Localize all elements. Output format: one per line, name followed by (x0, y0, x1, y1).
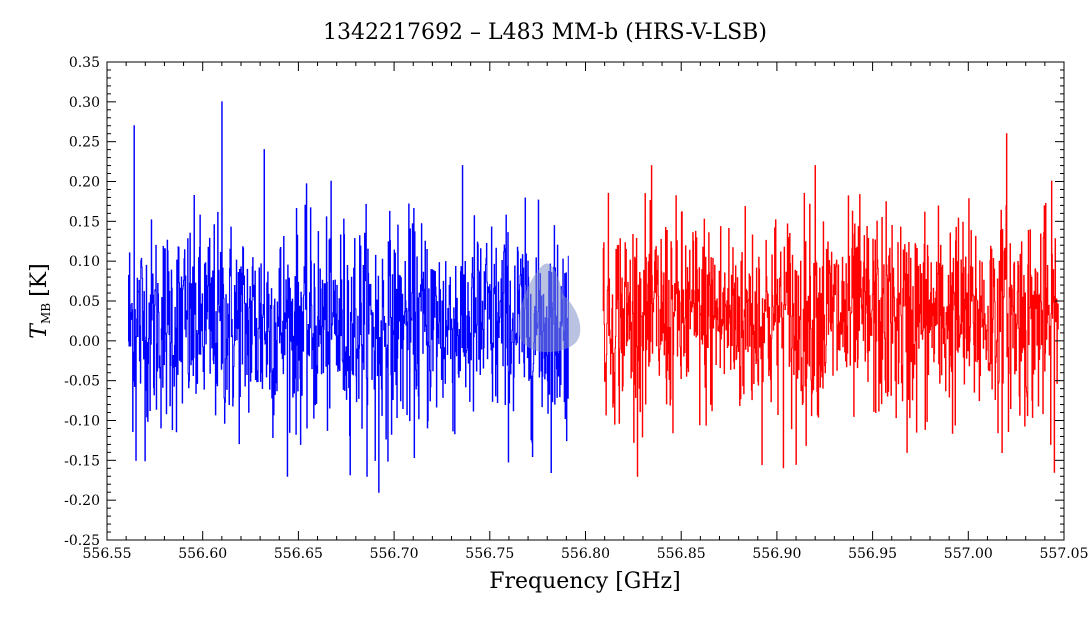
x-tick-label: 556.90 (752, 546, 801, 562)
y-tick-label: 0.25 (69, 135, 100, 151)
y-tick-label: 0.10 (69, 254, 100, 270)
annotation-layer (518, 263, 581, 353)
y-axis-subscript: MB (39, 303, 53, 324)
y-tick-label: -0.05 (64, 374, 100, 390)
y-tick-label: -0.25 (64, 533, 100, 549)
y-axis-label: TMB [K] (27, 263, 53, 338)
y-tick-label: 0.00 (69, 334, 100, 350)
x-tick-label: 556.75 (465, 546, 514, 562)
svg-text:TMB[K]: TMB [K] (27, 263, 53, 338)
y-tick-label: -0.10 (64, 414, 100, 430)
ticks-layer (106, 61, 1065, 541)
spectrum-series-1 (128, 101, 569, 493)
x-tick-label: 557.05 (1040, 546, 1089, 562)
x-tick-label: 556.70 (370, 546, 419, 562)
y-tick-label: 0.15 (69, 214, 100, 230)
x-axis-label: Frequency [GHz] (489, 569, 681, 594)
y-axis-unit: [K] (27, 263, 52, 297)
x-tick-label: 556.85 (657, 546, 706, 562)
y-tick-label: 0.30 (69, 95, 100, 111)
x-tick-label: 556.60 (178, 546, 227, 562)
annotation-blob (518, 263, 581, 353)
x-tick-labels: 556.55 556.60 556.65 556.70 556.75 556.80 556.… (83, 546, 1089, 562)
y-tick-label: -0.20 (64, 493, 100, 509)
x-tick-label: 556.55 (83, 546, 132, 562)
y-axis-symbol: T (27, 322, 52, 339)
x-tick-label: 556.80 (561, 546, 610, 562)
x-tick-label: 557.00 (944, 546, 993, 562)
spectrum-series-2 (602, 133, 1059, 477)
y-tick-label: 0.20 (69, 175, 100, 191)
y-tick-label: 0.05 (69, 294, 100, 310)
y-tick-labels: -0.25 -0.20 -0.15 -0.10 -0.05 0.00 0.05 0.10 0.1… (64, 55, 100, 549)
x-tick-label: 556.65 (274, 546, 323, 562)
chart-title: 1342217692 – L483 MM-b (HRS-V-LSB) (323, 20, 767, 45)
y-tick-label: 0.35 (69, 55, 100, 71)
series-layer (128, 101, 1059, 493)
y-tick-label: -0.15 (64, 453, 100, 469)
x-tick-label: 556.95 (848, 546, 897, 562)
